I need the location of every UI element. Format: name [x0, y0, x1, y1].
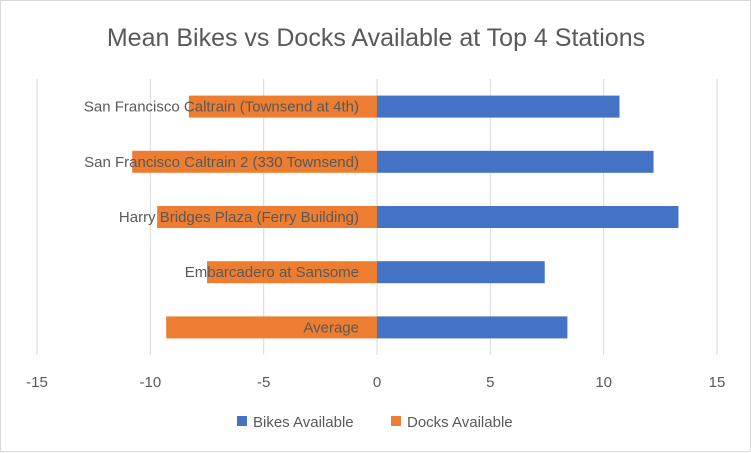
legend-swatch [237, 416, 247, 426]
x-tick-label: 15 [709, 374, 726, 391]
bar-bikes-available [377, 95, 620, 118]
x-tick-label: -5 [257, 374, 270, 391]
legend-swatch [391, 416, 401, 426]
bar-docks-available [132, 150, 377, 173]
bar-docks-available [207, 261, 377, 284]
legend-label: Docks Available [407, 414, 513, 431]
bars [132, 95, 679, 339]
category-label: Embarcadero at Sansome [185, 264, 359, 281]
category-label: Harry Bridges Plaza (Ferry Building) [119, 209, 359, 226]
bar-docks-available [188, 95, 377, 118]
x-tick-label: 10 [595, 374, 612, 391]
bar-bikes-available [377, 261, 545, 284]
category-labels: San Francisco Caltrain (Townsend at 4th)… [84, 99, 359, 337]
x-axis-tick-labels: -15 -10 -5 0 5 10 15 [26, 374, 725, 391]
category-label: San Francisco Caltrain (Townsend at 4th) [84, 99, 359, 116]
bar-bikes-available [377, 206, 679, 228]
x-tick-label: -10 [139, 374, 161, 391]
x-tick-label: 0 [373, 374, 381, 391]
category-label: Average [303, 319, 359, 336]
bar-bikes-available [377, 150, 654, 173]
legend-label: Bikes Available [253, 414, 354, 431]
bar-bikes-available [377, 316, 568, 339]
bar-docks-available [157, 206, 377, 228]
chart-title: Mean Bikes vs Docks Available at Top 4 S… [107, 24, 645, 52]
legend: Bikes Available Docks Available [237, 414, 513, 431]
bar-docks-available [166, 316, 377, 339]
category-label: San Francisco Caltrain 2 (330 Townsend) [84, 154, 359, 171]
x-tick-label: 5 [486, 374, 494, 391]
x-tick-label: -15 [26, 374, 48, 391]
